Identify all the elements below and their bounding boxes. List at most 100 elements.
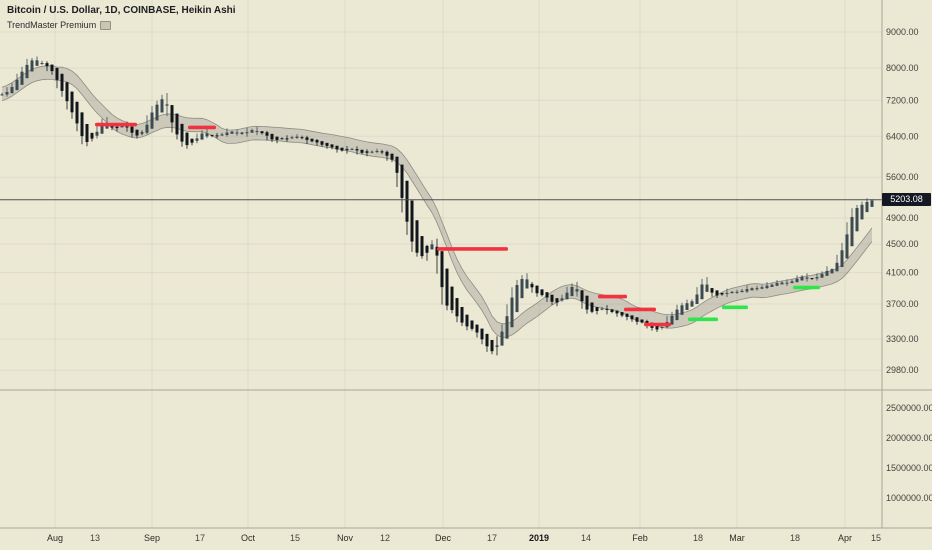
signal-segment-green bbox=[722, 305, 748, 310]
candle-body bbox=[310, 138, 314, 142]
candle-body bbox=[225, 132, 229, 135]
candle-body bbox=[190, 138, 194, 143]
candle-body bbox=[695, 294, 699, 304]
price-scale[interactable] bbox=[882, 0, 932, 528]
candle-body bbox=[720, 292, 724, 295]
candle-body bbox=[160, 99, 164, 113]
candle-body bbox=[0, 94, 4, 96]
candle-body bbox=[115, 126, 119, 129]
candle-body bbox=[785, 282, 789, 284]
candle-body bbox=[185, 132, 189, 146]
candle-body bbox=[575, 289, 579, 292]
indicator-row[interactable]: TrendMaster Premium bbox=[7, 20, 236, 31]
time-tick: 17 bbox=[195, 533, 205, 543]
candle-body bbox=[255, 131, 259, 133]
time-tick: 2019 bbox=[529, 533, 549, 543]
candle-body bbox=[350, 148, 354, 150]
candle-body bbox=[245, 132, 249, 134]
candle-body bbox=[230, 131, 234, 134]
candle-body bbox=[545, 292, 549, 298]
candle-body bbox=[865, 202, 869, 213]
candle-body bbox=[760, 287, 764, 289]
candle-body bbox=[135, 129, 139, 136]
candle-body bbox=[860, 204, 864, 220]
price-tick: 4900.00 bbox=[886, 213, 919, 223]
candle-body bbox=[725, 292, 729, 294]
candle-body bbox=[100, 123, 104, 134]
candle-body bbox=[505, 316, 509, 339]
candle-body bbox=[355, 149, 359, 151]
chart-legend: Bitcoin / U.S. Dollar, 1D, COINBASE, Hei… bbox=[7, 5, 236, 31]
candle-body bbox=[750, 288, 754, 291]
candle-body bbox=[5, 92, 9, 95]
candle-body bbox=[855, 208, 859, 232]
price-tick: 4500.00 bbox=[886, 239, 919, 249]
candle-body bbox=[380, 151, 384, 153]
indicator-hidden-icon[interactable] bbox=[100, 20, 112, 30]
last-price-label: 5203.08 bbox=[882, 193, 931, 206]
candle-body bbox=[390, 153, 394, 160]
candle-body bbox=[780, 282, 784, 285]
candle-body bbox=[525, 279, 529, 289]
candle-body bbox=[155, 104, 159, 121]
time-tick: 14 bbox=[581, 533, 591, 543]
signal-segment-green bbox=[793, 285, 820, 290]
candle-body bbox=[810, 278, 814, 280]
pane2-tick: 1000000.0000 bbox=[886, 493, 932, 503]
time-scale[interactable] bbox=[0, 528, 932, 550]
candle-body bbox=[870, 200, 874, 207]
candle-body bbox=[140, 132, 144, 134]
candle-body bbox=[180, 123, 184, 142]
time-tick: 18 bbox=[693, 533, 703, 543]
candle-body bbox=[510, 297, 514, 328]
time-tick: Dec bbox=[435, 533, 452, 543]
candle-body bbox=[40, 63, 44, 64]
candle-body bbox=[580, 290, 584, 302]
candle-body bbox=[790, 281, 794, 284]
candle-body bbox=[795, 278, 799, 283]
pane2-tick: 2500000.0000 bbox=[886, 403, 932, 413]
candle-body bbox=[400, 164, 404, 198]
candle-body bbox=[660, 327, 664, 328]
symbol-title[interactable]: Bitcoin / U.S. Dollar, 1D, COINBASE, Hei… bbox=[7, 5, 236, 16]
candle-body bbox=[315, 140, 319, 143]
candle-body bbox=[700, 284, 704, 300]
candle-body bbox=[685, 303, 689, 310]
candle-body bbox=[710, 288, 714, 293]
candle-body bbox=[570, 287, 574, 297]
candle-body bbox=[585, 295, 589, 310]
candle-body bbox=[645, 321, 649, 325]
candle-body bbox=[410, 200, 414, 242]
candle-body bbox=[285, 138, 289, 140]
candle-body bbox=[770, 284, 774, 287]
candle-body bbox=[635, 317, 639, 322]
candle-body bbox=[560, 298, 564, 301]
signal-segment-red bbox=[95, 122, 137, 127]
candle-body bbox=[305, 137, 309, 140]
candle-body bbox=[80, 112, 84, 137]
candle-body bbox=[90, 132, 94, 139]
time-tick: Nov bbox=[337, 533, 354, 543]
candle-body bbox=[425, 245, 429, 253]
price-scale-ticks: 9000.00 8000.00 7200.00 6400.00 5600.00 4900.… bbox=[886, 27, 919, 375]
candle-body bbox=[370, 151, 374, 153]
candle-body bbox=[35, 60, 39, 66]
candle-body bbox=[740, 290, 744, 293]
time-tick: 12 bbox=[380, 533, 390, 543]
signal-segment-red bbox=[437, 247, 508, 251]
candle-body bbox=[60, 73, 64, 91]
candle-body bbox=[455, 298, 459, 317]
candle-body bbox=[475, 324, 479, 333]
trend-band bbox=[2, 65, 872, 338]
candle-body bbox=[130, 126, 134, 133]
candle-body bbox=[260, 131, 264, 134]
time-tick: Sep bbox=[144, 533, 160, 543]
candle-body bbox=[730, 291, 734, 294]
candle-body bbox=[215, 135, 219, 137]
candle-body bbox=[765, 285, 769, 288]
candle-body bbox=[25, 64, 29, 79]
candle-body bbox=[420, 236, 424, 257]
candle-body bbox=[395, 156, 399, 173]
